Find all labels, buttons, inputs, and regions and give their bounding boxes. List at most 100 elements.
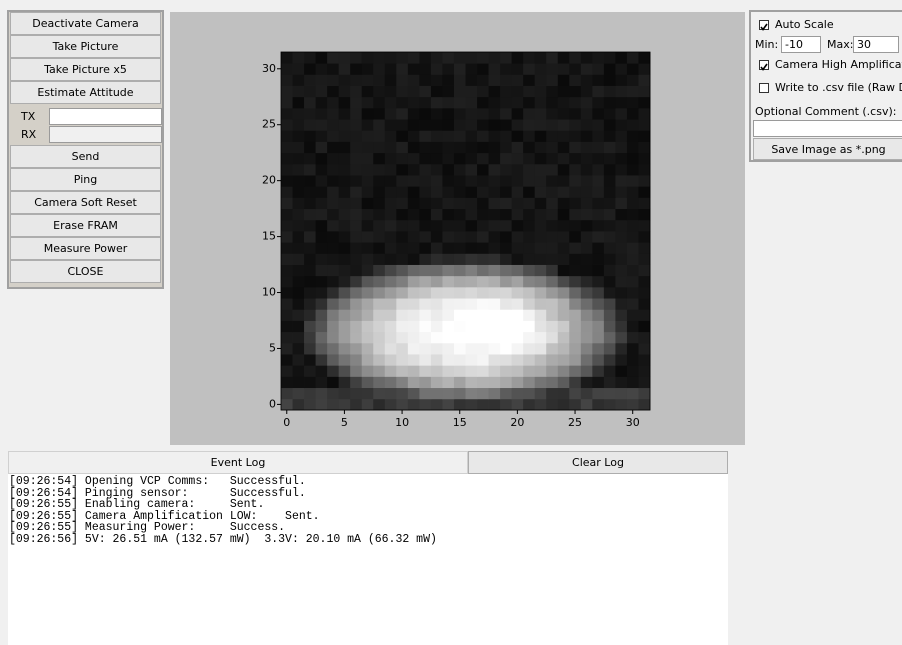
image-pixel: [592, 265, 604, 277]
button[interactable]: Take Picture: [10, 35, 161, 58]
image-pixel: [419, 164, 431, 176]
image-pixel: [408, 399, 420, 411]
image-pixel: [316, 287, 328, 299]
image-pixel: [615, 164, 627, 176]
image-pixel: [558, 186, 570, 198]
clear-log-button[interactable]: Clear Log: [468, 451, 728, 474]
checkbox[interactable]: [759, 60, 769, 70]
image-pixel: [442, 119, 454, 131]
image-pixel: [362, 287, 374, 299]
image-pixel: [419, 175, 431, 187]
image-pixel: [373, 63, 385, 75]
button[interactable]: Ping: [10, 168, 161, 191]
image-pixel: [442, 153, 454, 165]
image-pixel: [523, 321, 535, 333]
image-pixel: [442, 309, 454, 321]
image-pixel: [350, 209, 362, 221]
image-pixel: [373, 197, 385, 209]
image-pixel: [546, 354, 558, 366]
image-pixel: [546, 108, 558, 120]
image-pixel: [638, 265, 650, 277]
image-pixel: [592, 119, 604, 131]
image-pixel: [419, 365, 431, 377]
image-pixel: [396, 164, 408, 176]
image-pixel: [419, 86, 431, 98]
checkbox[interactable]: [759, 20, 769, 30]
image-pixel: [385, 63, 397, 75]
image-pixel: [581, 265, 593, 277]
image-pixel: [350, 276, 362, 288]
max-input[interactable]: 30: [853, 36, 899, 53]
image-pixel: [396, 354, 408, 366]
image-pixel: [477, 309, 489, 321]
image-pixel: [535, 309, 547, 321]
image-pixel: [500, 97, 512, 109]
image-pixel: [604, 287, 616, 299]
image-pixel: [396, 220, 408, 232]
image-pixel: [535, 108, 547, 120]
image-pixel: [477, 130, 489, 142]
button[interactable]: Take Picture x5: [10, 58, 161, 81]
image-pixel: [466, 276, 478, 288]
image-pixel: [316, 231, 328, 243]
image-pixel: [477, 97, 489, 109]
button[interactable]: Deactivate Camera: [10, 12, 161, 35]
image-pixel: [408, 130, 420, 142]
image-pixel: [396, 265, 408, 277]
comment-input[interactable]: [753, 120, 902, 137]
image-pixel: [512, 276, 524, 288]
image-pixel: [466, 175, 478, 187]
image-pixel: [408, 175, 420, 187]
image-pixel: [281, 130, 293, 142]
image-pixel: [454, 52, 466, 64]
image-pixel: [442, 332, 454, 344]
button[interactable]: Measure Power: [10, 237, 161, 260]
image-pixel: [615, 265, 627, 277]
image-pixel: [339, 86, 351, 98]
button[interactable]: CLOSE: [10, 260, 161, 283]
save-button[interactable]: Save Image as *.png: [753, 138, 902, 160]
image-pixel: [362, 376, 374, 388]
image-pixel: [304, 142, 316, 154]
image-pixel: [316, 142, 328, 154]
image-pixel: [489, 253, 501, 265]
image-pixel: [592, 97, 604, 109]
image-pixel: [327, 153, 339, 165]
button[interactable]: Estimate Attitude: [10, 81, 161, 104]
image-pixel: [408, 253, 420, 265]
image-pixel: [431, 287, 443, 299]
image-pixel: [535, 186, 547, 198]
checkbox[interactable]: [759, 83, 769, 93]
image-pixel: [592, 220, 604, 232]
min-input[interactable]: -10: [781, 36, 821, 53]
image-pixel: [419, 276, 431, 288]
image-pixel: [350, 108, 362, 120]
image-pixel: [362, 343, 374, 355]
image-pixel: [581, 108, 593, 120]
button[interactable]: Camera Soft Reset: [10, 191, 161, 214]
image-pixel: [385, 108, 397, 120]
tx-input[interactable]: [49, 108, 162, 125]
image-pixel: [431, 265, 443, 277]
image-pixel: [408, 164, 420, 176]
image-pixel: [604, 130, 616, 142]
image-pixel: [373, 175, 385, 187]
image-pixel: [569, 287, 581, 299]
button[interactable]: Send: [10, 145, 161, 168]
image-pixel: [327, 74, 339, 86]
image-pixel: [281, 119, 293, 131]
image-pixel: [454, 354, 466, 366]
image-pixel: [281, 343, 293, 355]
image-pixel: [350, 63, 362, 75]
image-pixel: [512, 119, 524, 131]
image-pixel: [638, 119, 650, 131]
image-pixel: [281, 197, 293, 209]
image-pixel: [304, 97, 316, 109]
button[interactable]: Erase FRAM: [10, 214, 161, 237]
image-pixel: [293, 52, 305, 64]
image-pixel: [396, 197, 408, 209]
image-pixel: [281, 231, 293, 243]
image-pixel: [569, 97, 581, 109]
image-pixel: [535, 209, 547, 221]
image-pixel: [604, 52, 616, 64]
